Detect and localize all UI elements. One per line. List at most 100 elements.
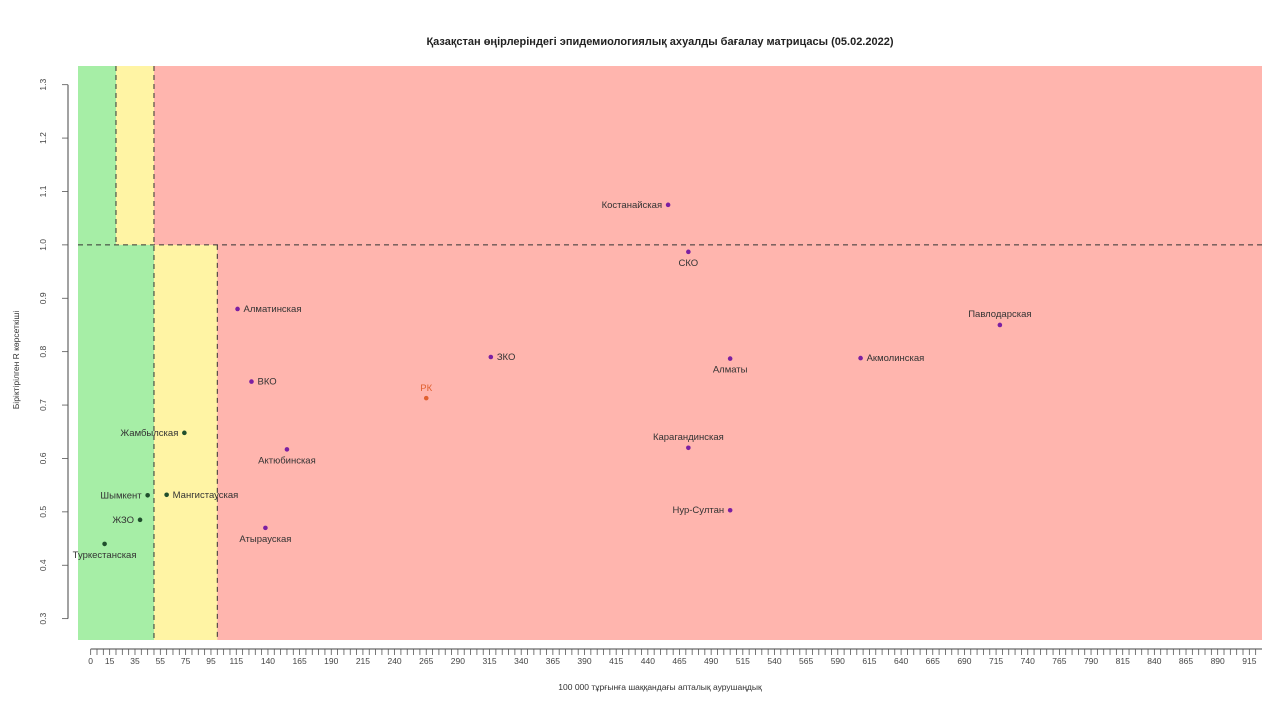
point-label: ЗКО [497,352,516,363]
data-point [997,322,1003,328]
y-tick-label: 1.0 [38,239,48,251]
x-tick-label: 740 [1021,656,1035,666]
zone-green-upper [78,66,116,245]
zone-green-lower [78,244,154,640]
y-tick-label: 0.3 [38,612,48,624]
y-tick-label: 0.4 [38,559,48,571]
x-tick-label: 665 [926,656,940,666]
threshold-lines [78,66,1262,640]
x-tick-label: 790 [1084,656,1098,666]
x-tick-label: 465 [672,656,686,666]
y-tick-label: 0.5 [38,506,48,518]
x-tick-label: 640 [894,656,908,666]
x-tick-label: 265 [419,656,433,666]
x-tick-label: 515 [736,656,750,666]
x-tick-label: 15 [105,656,115,666]
data-point [665,202,671,208]
zone-yellow-upper [115,66,154,245]
point-label: Мангистауская [173,490,239,501]
x-axis-label: 100 000 тұрғынға шаққандағы апталық ауру… [558,682,762,692]
x-tick-label: 75 [181,656,191,666]
x-tick-label: 565 [799,656,813,666]
point-label: Карагандинская [653,432,724,443]
x-tick-label: 340 [514,656,528,666]
data-point [727,356,733,361]
data-points [102,202,1003,547]
x-tick-label: 765 [1052,656,1066,666]
x-tick-label: 215 [356,656,370,666]
chart-title: Қазақстан өңірлеріндегі эпидемиологиялық… [426,36,893,48]
x-tick-label: 440 [641,656,655,666]
data-point [249,379,254,384]
data-point [235,306,240,312]
y-axis-label: Біріктірілген R көрсеткіші [11,311,21,410]
point-label: Алматинская [244,304,302,315]
x-tick-label: 915 [1242,656,1256,666]
x-tick-label: 315 [482,656,496,666]
x-tick-label: 890 [1211,656,1225,666]
x-tick-label: 415 [609,656,623,666]
data-point [102,541,107,547]
x-tick-label: 190 [324,656,338,666]
data-point [727,507,733,513]
y-tick-label: 1.1 [38,185,48,197]
point-label: ЖЗО [112,515,134,526]
y-tick-label: 1.3 [38,79,48,91]
x-tick-label: 815 [1116,656,1130,666]
x-tick-label: 35 [130,656,140,666]
data-point [284,447,290,452]
x-tick-label: 365 [546,656,560,666]
risk-zones [78,66,1262,640]
point-label: Алматы [713,365,748,376]
y-tick-label: 0.8 [38,345,48,357]
point-label: Жамбылская [120,428,178,439]
x-tick-label: 95 [206,656,216,666]
x-tick-label: 240 [387,656,401,666]
x-tick-label: 165 [293,656,307,666]
y-tick-label: 0.9 [38,292,48,304]
point-labels: Костанайская СКО Алматинская Павлодарская ЗК… [73,200,1032,561]
point-label: Шымкент [100,490,142,501]
zone-red [78,66,1262,640]
x-tick-label: 55 [156,656,166,666]
x-tick-label: 865 [1179,656,1193,666]
point-label: Актюбинская [258,455,316,466]
x-tick-label: 690 [957,656,971,666]
x-axis-ticks: 0 15 35 55 75 95 115 140 165 190 215 240 265 290 315 34… [88,649,1257,666]
point-label: Атырауская [239,534,291,545]
point-label: РК [420,383,432,394]
x-tick-label: 590 [831,656,845,666]
data-point [164,492,169,498]
point-label: Павлодарская [968,309,1031,320]
x-tick-label: 115 [230,656,244,666]
x-tick-label: 0 [88,656,93,666]
x-tick-label: 390 [577,656,591,666]
x-tick-label: 290 [451,656,465,666]
x-tick-label: 140 [261,656,275,666]
y-tick-label: 0.7 [38,399,48,411]
data-point [686,445,691,451]
data-point [137,517,143,523]
zone-yellow-lower [153,244,218,640]
point-label: Костанайская [602,200,662,211]
data-point [686,249,691,255]
data-point [858,355,863,361]
data-point [263,525,268,531]
data-point [423,395,429,401]
y-tick-label: 1.2 [38,132,48,144]
x-tick-label: 540 [767,656,781,666]
point-label: Туркестанская [73,550,137,561]
data-point [145,492,150,498]
point-label: СКО [679,258,699,269]
data-point [182,430,187,436]
point-label: Акмолинская [867,353,925,364]
y-tick-label: 0.6 [38,452,48,464]
point-label: ВКО [257,377,276,388]
point-label: Нур-Султан [672,505,724,516]
x-tick-label: 840 [1147,656,1161,666]
data-point [488,354,494,360]
x-tick-label: 490 [704,656,718,666]
y-axis-ticks: 0.3 0.4 0.5 0.6 0.7 0.8 0.9 1.0 1.1 1.2 1.3 [38,79,68,625]
x-tick-label: 715 [989,656,1003,666]
